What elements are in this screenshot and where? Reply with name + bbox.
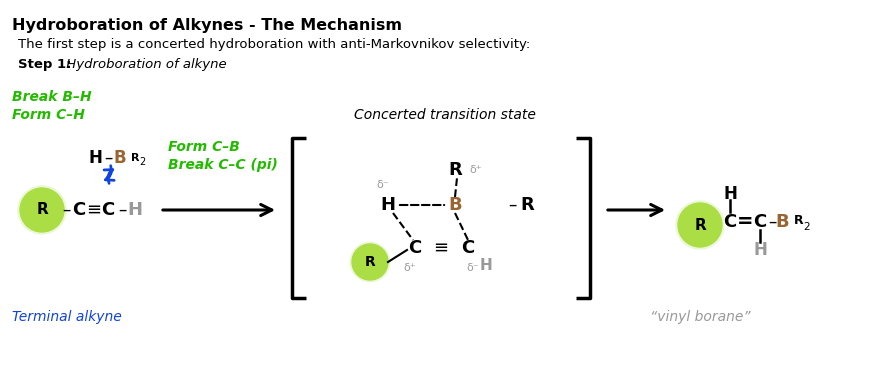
Text: “vinyl borane”: “vinyl borane”	[649, 310, 750, 324]
Text: B: B	[775, 213, 789, 231]
Text: –: –	[118, 201, 126, 219]
Text: Concerted transition state: Concerted transition state	[354, 108, 536, 122]
Text: R: R	[36, 203, 48, 218]
Text: R: R	[694, 218, 706, 232]
Circle shape	[20, 188, 64, 232]
Text: C: C	[753, 213, 766, 231]
Text: Step 1:: Step 1:	[18, 58, 72, 71]
Circle shape	[676, 201, 725, 249]
Text: C: C	[73, 201, 86, 219]
Text: ≡: ≡	[87, 201, 101, 219]
Text: H: H	[753, 241, 767, 259]
Text: The first step is a concerted hydroboration with anti-Markovnikov selectivity:: The first step is a concerted hydroborat…	[18, 38, 531, 51]
Text: C: C	[724, 213, 737, 231]
Text: –: –	[508, 196, 517, 214]
Text: 2: 2	[139, 157, 145, 167]
FancyArrowPatch shape	[607, 204, 662, 216]
Text: Break B–H: Break B–H	[12, 90, 92, 104]
Text: C: C	[408, 239, 421, 257]
Text: –: –	[768, 213, 776, 231]
Text: C: C	[101, 201, 114, 219]
Text: 2: 2	[803, 222, 809, 232]
Text: Terminal alkyne: Terminal alkyne	[12, 310, 121, 324]
Text: H: H	[128, 201, 142, 219]
Text: δ⁻: δ⁻	[467, 263, 479, 273]
Text: R: R	[520, 196, 534, 214]
Text: R: R	[448, 161, 461, 179]
Text: δ⁺: δ⁺	[469, 165, 482, 175]
Text: Form C–H: Form C–H	[12, 108, 85, 122]
Circle shape	[17, 186, 66, 234]
Text: R: R	[794, 213, 803, 227]
Text: R: R	[364, 255, 375, 269]
FancyArrowPatch shape	[106, 166, 114, 180]
Text: R: R	[131, 153, 140, 163]
Text: ≡: ≡	[434, 239, 448, 257]
Text: Form C–B: Form C–B	[168, 140, 239, 154]
Text: Hydroboration of alkyne: Hydroboration of alkyne	[62, 58, 226, 71]
FancyArrowPatch shape	[104, 170, 113, 184]
Text: –: –	[62, 201, 70, 219]
Text: H: H	[480, 258, 493, 274]
Circle shape	[352, 244, 388, 280]
Text: δ⁺: δ⁺	[404, 263, 416, 273]
Text: Break C–C (pi): Break C–C (pi)	[168, 158, 278, 172]
Text: H: H	[88, 149, 102, 167]
Text: –: –	[104, 149, 112, 167]
Circle shape	[350, 242, 390, 282]
Text: B: B	[448, 196, 461, 214]
Text: Hydroboration of Alkynes - The Mechanism: Hydroboration of Alkynes - The Mechanism	[12, 18, 402, 33]
Text: C: C	[461, 239, 475, 257]
Text: H: H	[380, 196, 396, 214]
Text: =: =	[737, 213, 753, 232]
FancyArrowPatch shape	[163, 204, 272, 216]
Text: H: H	[723, 185, 737, 203]
Text: B: B	[114, 149, 127, 167]
Text: δ⁻: δ⁻	[377, 180, 389, 190]
Circle shape	[678, 203, 722, 247]
